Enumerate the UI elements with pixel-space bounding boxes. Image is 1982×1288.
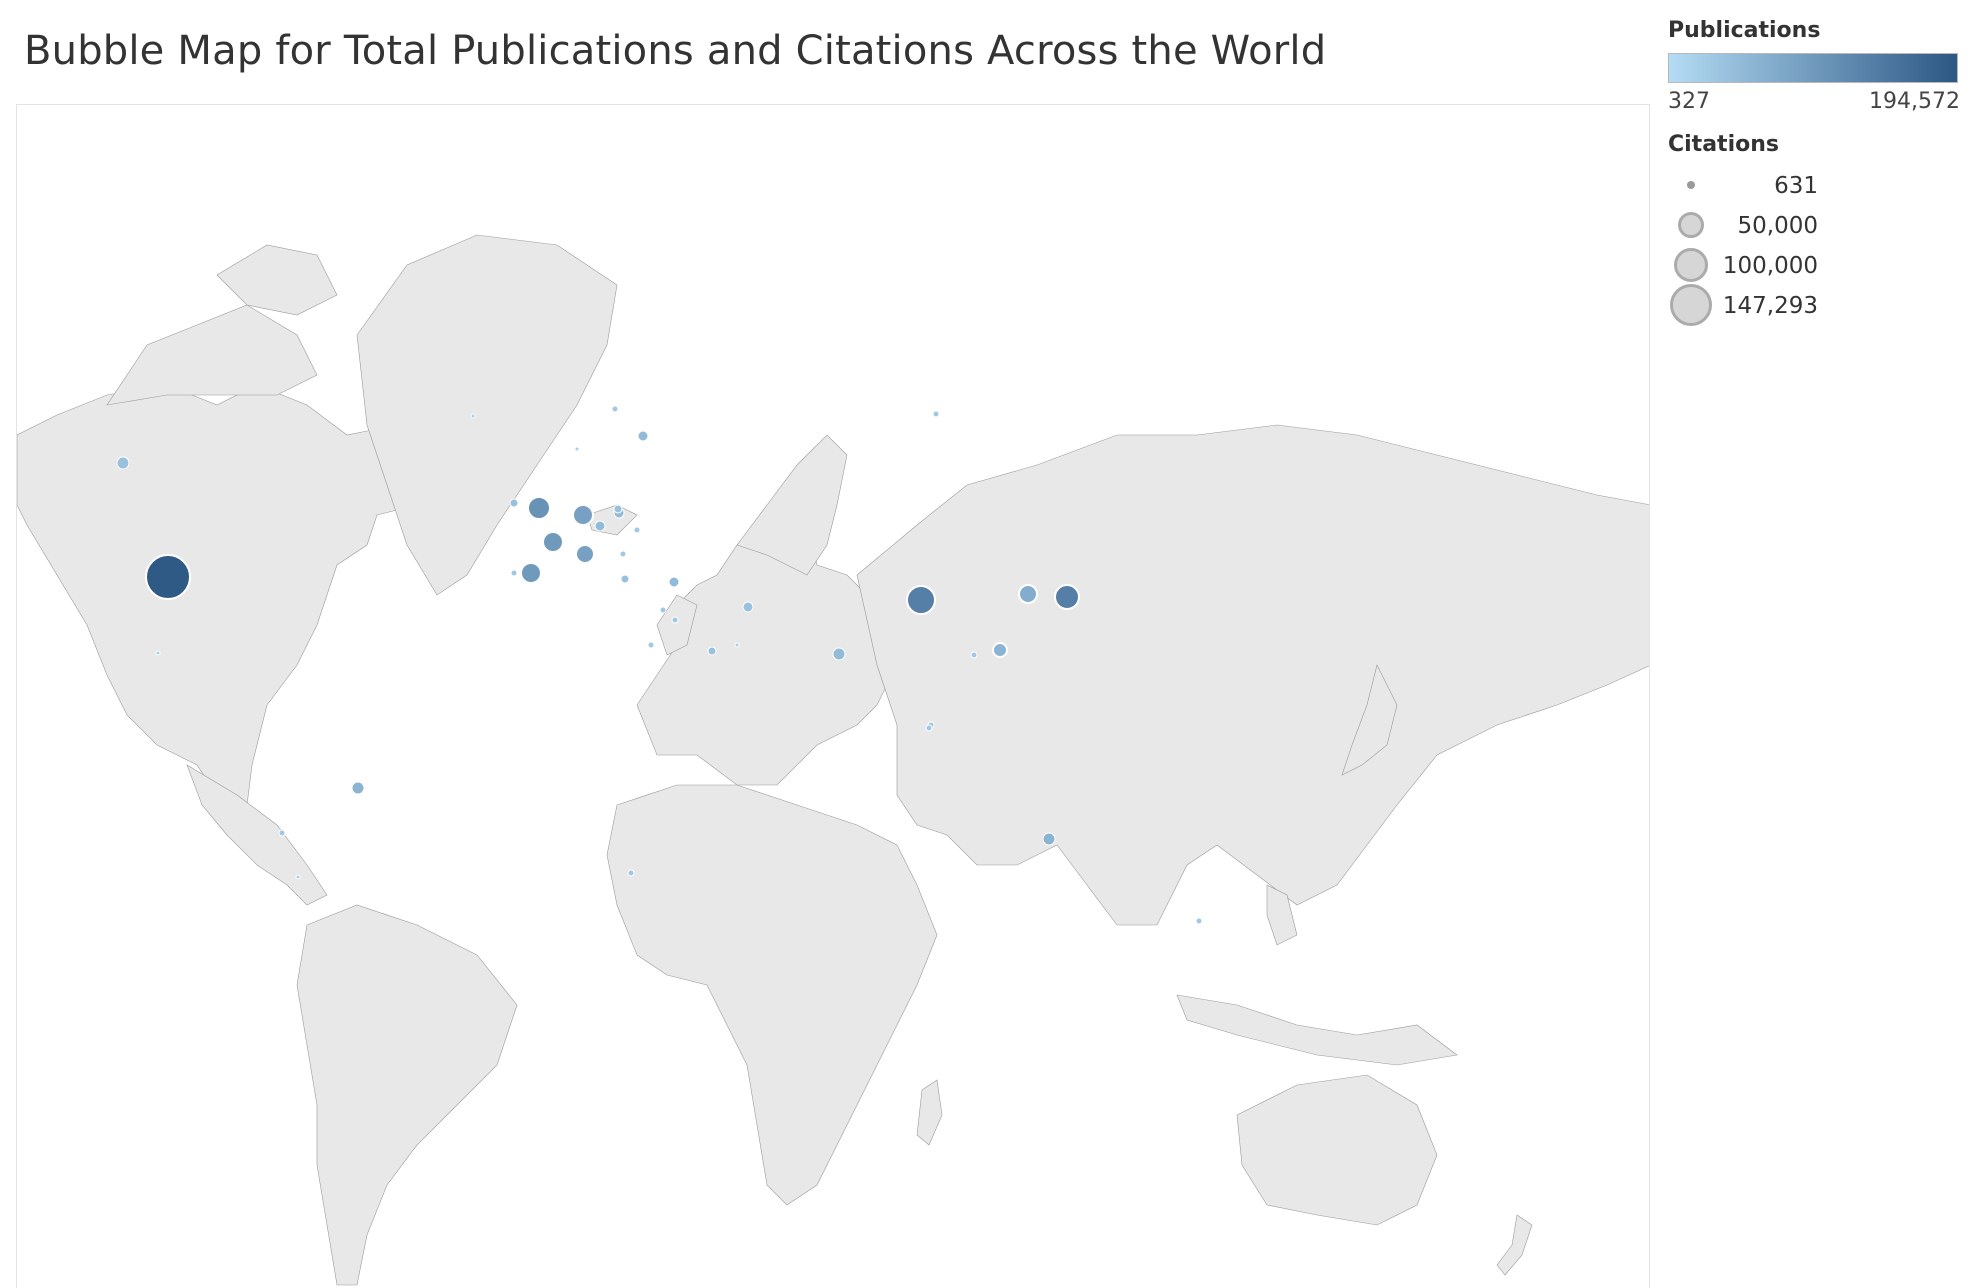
country-bubble[interactable] [1018, 584, 1038, 604]
size-legend-item: 147,293 [1668, 284, 1968, 326]
land-central-america [186, 764, 328, 906]
size-legend-item: 50,000 [1668, 205, 1968, 245]
country-bubble[interactable] [520, 562, 542, 584]
country-bubble[interactable] [970, 651, 978, 659]
size-swatch-large [1674, 248, 1708, 282]
country-bubble[interactable] [932, 410, 940, 418]
size-label: 100,000 [1722, 253, 1818, 279]
land-arctic-islands [106, 304, 318, 406]
country-bubble[interactable] [707, 646, 717, 656]
country-bubble[interactable] [1195, 917, 1203, 925]
size-swatch-largest [1670, 284, 1712, 326]
country-bubble[interactable] [509, 498, 519, 508]
country-bubble[interactable] [659, 606, 667, 614]
country-bubble[interactable] [527, 496, 551, 520]
country-bubble[interactable] [613, 504, 623, 514]
country-bubble[interactable] [542, 531, 564, 553]
country-bubble[interactable] [470, 413, 476, 419]
size-label: 50,000 [1737, 213, 1818, 239]
size-swatch-medium [1678, 212, 1704, 238]
country-bubble[interactable] [278, 829, 286, 837]
publications-color-range: 327 194,572 [1668, 89, 1960, 114]
country-bubble[interactable] [594, 520, 606, 532]
publications-min-label: 327 [1668, 89, 1710, 114]
land-madagascar [916, 1079, 943, 1146]
land-asia [856, 424, 1649, 926]
world-map[interactable] [16, 104, 1650, 1288]
country-bubble[interactable] [145, 554, 191, 600]
country-bubble[interactable] [295, 874, 301, 880]
land-greenland [356, 234, 618, 596]
country-bubble[interactable] [155, 650, 161, 656]
size-swatch-small [1687, 181, 1695, 189]
country-bubble[interactable] [1042, 832, 1056, 846]
land-japan [1341, 664, 1398, 776]
land-philippines [1266, 884, 1298, 946]
legend-panel: Publications 327 194,572 Citations 631 5… [1668, 18, 1968, 326]
bubble-layer [116, 405, 1203, 925]
size-label: 147,293 [1722, 293, 1818, 319]
citations-legend-title: Citations [1668, 132, 1779, 157]
land-new-zealand [1496, 1214, 1533, 1276]
country-bubble[interactable] [1054, 584, 1080, 610]
chart-title: Bubble Map for Total Publications and Ci… [24, 28, 1327, 74]
land-uk [656, 594, 698, 656]
country-bubble[interactable] [620, 574, 630, 584]
country-bubble[interactable] [742, 601, 754, 613]
country-bubble[interactable] [633, 526, 641, 534]
country-bubble[interactable] [619, 550, 627, 558]
size-label: 631 [1774, 173, 1818, 199]
country-bubble[interactable] [668, 576, 680, 588]
country-bubble[interactable] [575, 544, 595, 564]
land-arctic-islands-2 [216, 244, 338, 316]
publications-legend-title: Publications [1668, 18, 1821, 43]
publications-max-label: 194,572 [1869, 89, 1960, 114]
land-africa [606, 784, 938, 1206]
country-bubble[interactable] [647, 641, 655, 649]
country-bubble[interactable] [832, 647, 846, 661]
land-south-america [296, 904, 518, 1286]
map-canvas[interactable] [17, 105, 1650, 1288]
country-bubble[interactable] [510, 569, 518, 577]
publications-color-ramp [1668, 53, 1958, 83]
land-iceland [586, 504, 638, 536]
country-bubble[interactable] [906, 585, 936, 615]
land-layer [17, 234, 1649, 1286]
country-bubble[interactable] [992, 642, 1008, 658]
land-australia [1236, 1074, 1438, 1226]
country-bubble[interactable] [925, 724, 933, 732]
country-bubble[interactable] [116, 456, 130, 470]
country-bubble[interactable] [734, 642, 740, 648]
land-indonesia [1176, 994, 1458, 1066]
size-legend-item: 100,000 [1668, 245, 1968, 285]
country-bubble[interactable] [574, 446, 580, 452]
citations-legend: Citations 631 50,000 100,000 147,293 [1668, 132, 1968, 326]
size-legend-item: 631 [1668, 165, 1968, 205]
country-bubble[interactable] [637, 430, 649, 442]
land-scandinavia [736, 434, 848, 576]
country-bubble[interactable] [627, 869, 635, 877]
country-bubble[interactable] [351, 781, 365, 795]
country-bubble[interactable] [572, 504, 594, 526]
country-bubble[interactable] [671, 616, 679, 624]
land-north-america [17, 384, 438, 806]
country-bubble[interactable] [611, 405, 619, 413]
